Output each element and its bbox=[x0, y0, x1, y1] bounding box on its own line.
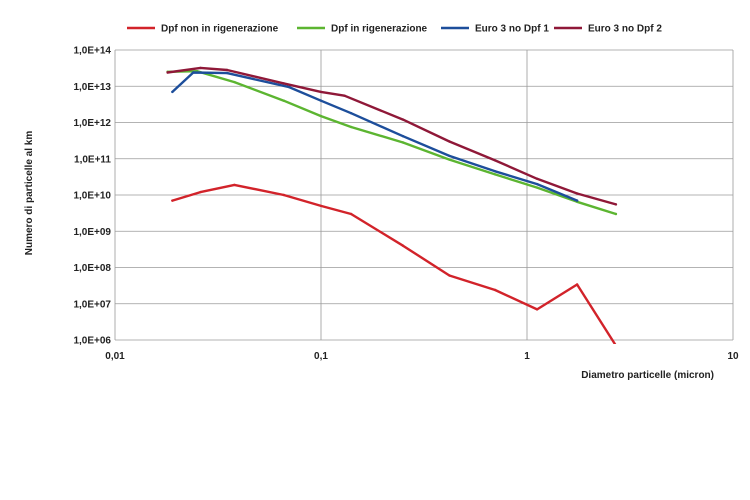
data-point-dpf-in-rigenerazione bbox=[349, 125, 353, 129]
data-point-dpf-in-rigenerazione bbox=[448, 158, 451, 161]
data-point-euro-3-no-dpf-1 bbox=[401, 135, 405, 138]
data-point-dpf-non-in-rigenerazione bbox=[199, 190, 202, 194]
x-tick-label: 1 bbox=[524, 351, 530, 362]
data-point-dpf-in-rigenerazione bbox=[401, 141, 405, 144]
x-tick-label: 10 bbox=[727, 351, 739, 362]
series-dpf-in-rigenerazione bbox=[166, 69, 618, 216]
data-point-dpf-non-in-rigenerazione bbox=[282, 193, 285, 197]
legend-label-dpf-non-in-rigenerazione: Dpf non in rigenerazione bbox=[161, 24, 279, 35]
y-tick-label: 1,0E+12 bbox=[73, 118, 111, 129]
data-point-euro-3-no-dpf-2 bbox=[493, 159, 497, 162]
y-axis-title: Numero di particelle al km bbox=[24, 131, 35, 256]
legend-item-dpf-in-rigenerazione: Dpf in rigenerazione bbox=[297, 24, 428, 35]
data-point-euro-3-no-dpf-2 bbox=[319, 90, 323, 94]
data-point-dpf-non-in-rigenerazione bbox=[575, 283, 579, 286]
data-point-euro-3-no-dpf-1 bbox=[225, 71, 229, 75]
grid-layer bbox=[114, 49, 734, 341]
data-point-dpf-in-rigenerazione bbox=[614, 212, 618, 216]
y-tick-label: 1,0E+09 bbox=[73, 227, 111, 238]
legend-item-dpf-non-in-rigenerazione: Dpf non in rigenerazione bbox=[127, 24, 279, 35]
legend-label-euro-3-no-dpf-1: Euro 3 no Dpf 1 bbox=[475, 24, 549, 35]
data-point-euro-3-no-dpf-2 bbox=[343, 94, 346, 97]
legend-label-euro-3-no-dpf-2: Euro 3 no Dpf 2 bbox=[588, 24, 662, 35]
series-dpf-non-in-rigenerazione bbox=[171, 183, 617, 346]
data-point-euro-3-no-dpf-2 bbox=[282, 82, 285, 85]
data-point-euro-3-no-dpf-2 bbox=[199, 66, 202, 70]
data-point-dpf-non-in-rigenerazione bbox=[171, 199, 174, 202]
data-point-euro-3-no-dpf-1 bbox=[171, 90, 174, 94]
legend: Dpf non in rigenerazione Dpf in rigenera… bbox=[127, 24, 662, 35]
x-tick-label: 0,1 bbox=[314, 351, 328, 362]
data-point-euro-3-no-dpf-1 bbox=[319, 99, 323, 102]
series-line-dpf-non-in-rigenerazione bbox=[171, 183, 617, 344]
data-point-dpf-non-in-rigenerazione bbox=[535, 308, 539, 311]
data-point-euro-3-no-dpf-1 bbox=[575, 199, 579, 202]
legend-label-dpf-in-rigenerazione: Dpf in rigenerazione bbox=[331, 24, 428, 35]
series-euro-3-no-dpf-1 bbox=[171, 71, 579, 202]
data-point-dpf-non-in-rigenerazione bbox=[448, 274, 451, 277]
series-line-euro-3-no-dpf-2 bbox=[166, 66, 618, 206]
data-point-dpf-in-rigenerazione bbox=[233, 80, 236, 84]
data-point-euro-3-no-dpf-2 bbox=[535, 177, 539, 180]
series-euro-3-no-dpf-2 bbox=[166, 66, 618, 206]
data-point-euro-3-no-dpf-1 bbox=[493, 170, 497, 173]
data-point-euro-3-no-dpf-2 bbox=[575, 192, 579, 195]
y-tick-label: 1,0E+07 bbox=[73, 299, 111, 310]
y-tick-label: 1,0E+10 bbox=[73, 191, 111, 202]
data-point-dpf-in-rigenerazione bbox=[535, 186, 539, 189]
data-point-euro-3-no-dpf-2 bbox=[448, 140, 451, 143]
data-point-dpf-non-in-rigenerazione bbox=[233, 183, 236, 187]
data-point-euro-3-no-dpf-2 bbox=[225, 68, 229, 72]
data-point-dpf-non-in-rigenerazione bbox=[401, 244, 405, 247]
data-point-euro-3-no-dpf-2 bbox=[614, 203, 618, 206]
y-tick-label: 1,0E+06 bbox=[73, 336, 111, 347]
data-point-euro-3-no-dpf-2 bbox=[401, 118, 405, 121]
data-point-euro-3-no-dpf-1 bbox=[287, 85, 291, 89]
data-point-euro-3-no-dpf-1 bbox=[535, 182, 539, 186]
series-layer bbox=[166, 66, 618, 346]
data-point-euro-3-no-dpf-1 bbox=[192, 71, 195, 74]
data-point-dpf-in-rigenerazione bbox=[493, 173, 497, 176]
y-tick-label: 1,0E+08 bbox=[73, 263, 111, 274]
x-axis-title: Diametro particelle (micron) bbox=[581, 370, 714, 381]
x-tick-label: 0,01 bbox=[105, 351, 125, 362]
y-tick-label: 1,0E+13 bbox=[73, 82, 111, 93]
data-point-dpf-non-in-rigenerazione bbox=[319, 204, 323, 208]
legend-item-euro-3-no-dpf-2: Euro 3 no Dpf 2 bbox=[554, 24, 662, 35]
y-tick-label: 1,0E+11 bbox=[74, 154, 111, 165]
series-line-dpf-in-rigenerazione bbox=[166, 69, 618, 216]
data-point-dpf-non-in-rigenerazione bbox=[493, 288, 497, 292]
data-point-dpf-in-rigenerazione bbox=[319, 114, 323, 118]
data-point-euro-3-no-dpf-1 bbox=[448, 154, 451, 158]
data-point-dpf-non-in-rigenerazione bbox=[349, 212, 353, 216]
y-tick-label: 1,0E+14 bbox=[73, 46, 111, 57]
legend-item-euro-3-no-dpf-1: Euro 3 no Dpf 1 bbox=[441, 24, 549, 35]
data-point-euro-3-no-dpf-2 bbox=[166, 71, 169, 74]
data-point-dpf-in-rigenerazione bbox=[282, 99, 285, 102]
tick-labels: 1,0E+14 1,0E+13 1,0E+12 1,0E+11 1,0E+10 1,0E+… bbox=[73, 46, 739, 363]
data-point-euro-3-no-dpf-1 bbox=[349, 112, 353, 115]
data-point-dpf-non-in-rigenerazione bbox=[615, 344, 617, 346]
